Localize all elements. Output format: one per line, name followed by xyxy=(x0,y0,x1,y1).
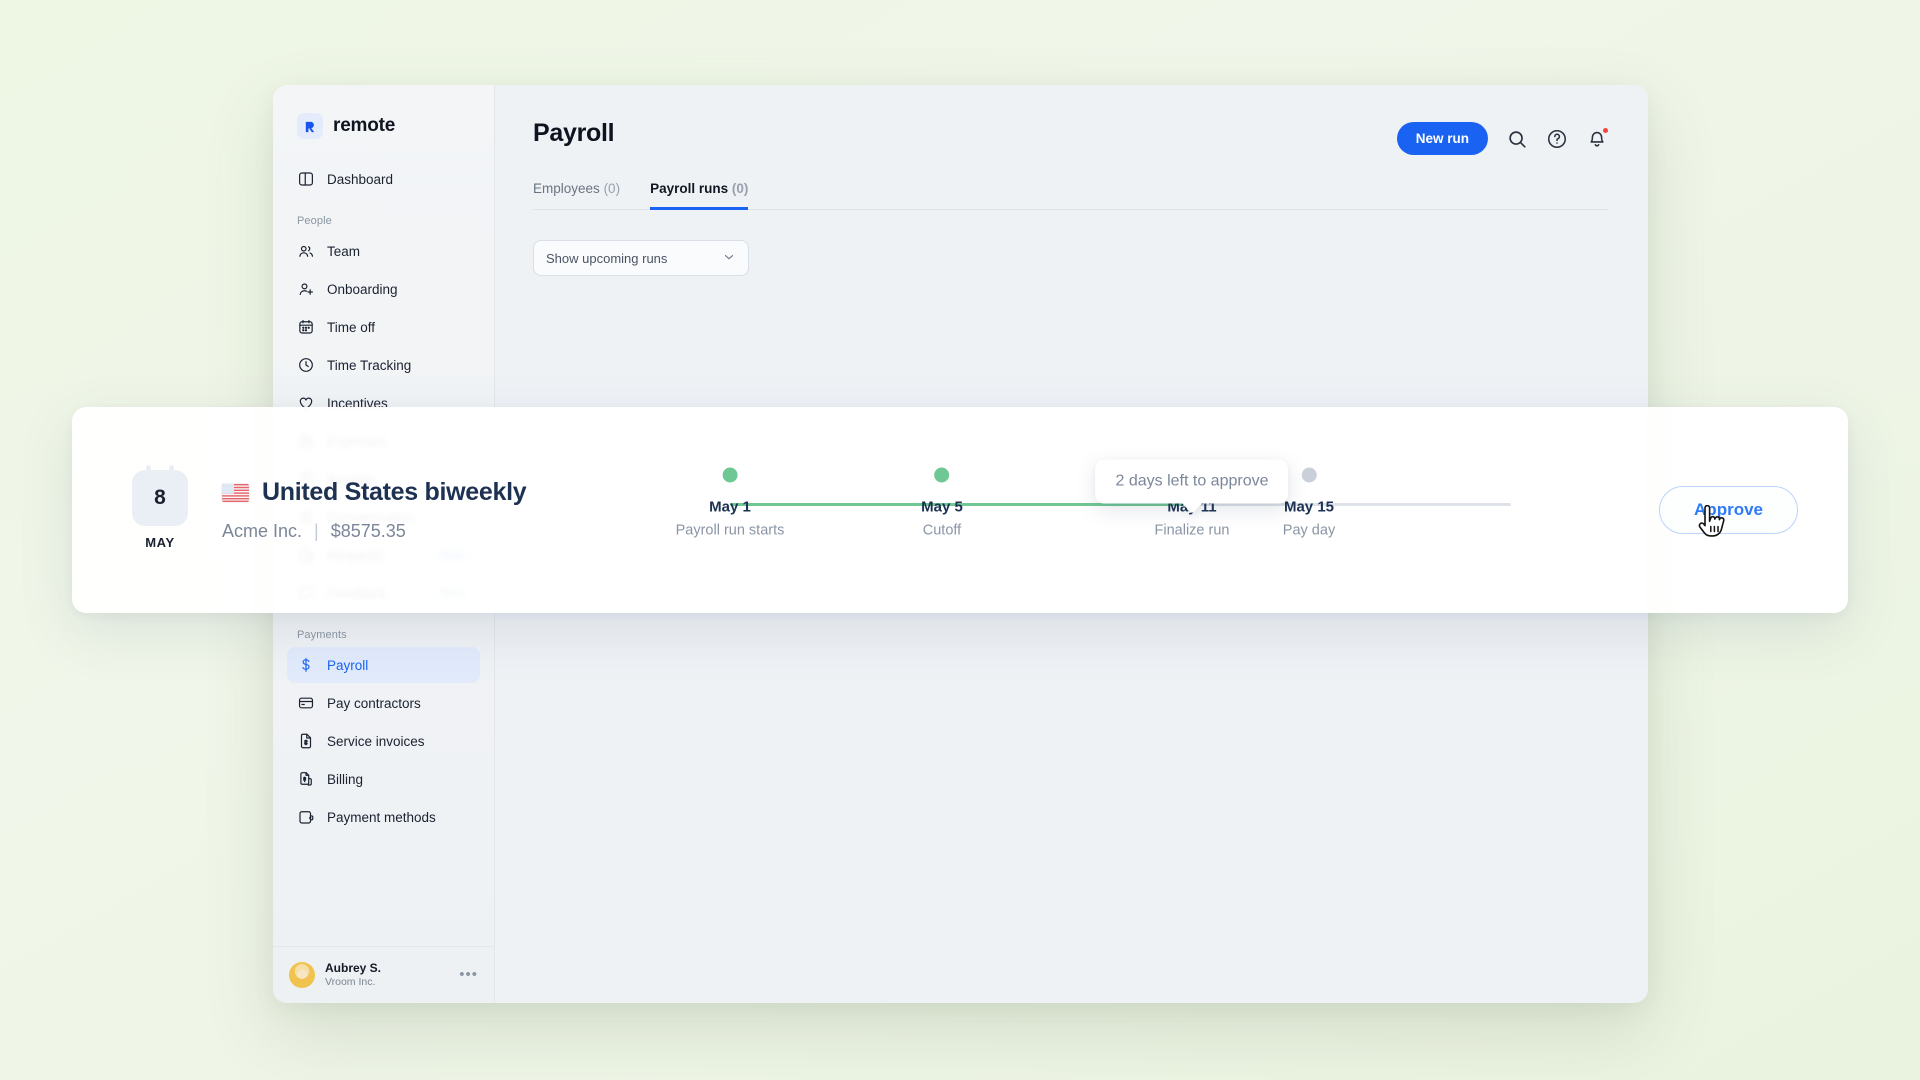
chevron-down-icon xyxy=(722,250,736,267)
tab-count: (0) xyxy=(603,181,621,196)
us-flag-icon xyxy=(222,483,249,502)
notifications-bell-icon[interactable] xyxy=(1586,126,1609,150)
avatar xyxy=(289,961,315,988)
approve-button[interactable]: Approve xyxy=(1659,486,1798,534)
timeline-node-label: Pay day xyxy=(1282,522,1336,539)
sidebar-item-time-off[interactable]: Time off xyxy=(287,309,480,345)
tab-employees[interactable]: Employees (0) xyxy=(533,181,620,210)
wallet-icon xyxy=(297,808,315,826)
tab-payroll-runs[interactable]: Payroll runs (0) xyxy=(650,181,749,210)
run-date-calendar: 8 MAY xyxy=(132,465,188,550)
sidebar-item-label: Payment methods xyxy=(327,809,436,825)
run-company: Acme Inc. xyxy=(222,521,303,541)
run-separator: | xyxy=(314,521,319,541)
run-title-row: United States biweekly xyxy=(222,478,652,507)
sidebar-item-label: Service invoices xyxy=(327,733,425,749)
runs-filter-value: Show upcoming runs xyxy=(546,250,668,266)
dashboard-icon xyxy=(297,170,315,188)
page-title: Payroll xyxy=(533,119,615,147)
sidebar-item-billing[interactable]: Billing xyxy=(287,761,480,797)
sidebar-item-label: Payroll xyxy=(327,657,369,673)
timeline-dot xyxy=(722,467,738,483)
calendar-day: 8 xyxy=(132,465,188,526)
sidebar-item-onboarding[interactable]: Onboarding xyxy=(287,271,480,307)
timeline-dot xyxy=(934,467,950,483)
dollar-icon xyxy=(297,656,315,674)
onboarding-icon xyxy=(297,280,315,298)
timeline-node-label: Cutoff xyxy=(922,522,962,539)
timeline-node-may-1[interactable]: May 1 Payroll run starts xyxy=(675,467,785,539)
run-subtitle: Acme Inc. | $8575.35 xyxy=(222,521,652,542)
sidebar-item-incentives[interactable]: Incentives xyxy=(287,385,480,421)
brand-name: remote xyxy=(333,115,396,136)
timeline-node-date: May 1 xyxy=(709,498,751,516)
team-icon xyxy=(297,242,315,260)
sidebar-item-label: Time Tracking xyxy=(327,357,412,373)
sidebar-item-time-tracking[interactable]: Time Tracking xyxy=(287,347,480,383)
user-meta: Aubrey S. Vroom Inc. xyxy=(325,961,449,989)
run-name: United States biweekly xyxy=(262,478,527,506)
payroll-run-card: 8 MAY United States biweekly Acme xyxy=(72,407,1848,613)
nav-section-label-payments: Payments xyxy=(297,629,347,641)
sidebar-item-team[interactable]: Team xyxy=(287,233,480,269)
approve-countdown-tooltip: 2 days left to approve xyxy=(1095,459,1289,504)
notification-dot xyxy=(1602,126,1609,134)
user-menu-button[interactable]: ••• xyxy=(459,966,478,984)
sidebar-item-label: Incentives xyxy=(327,395,388,411)
user-bar[interactable]: Aubrey S. Vroom Inc. ••• xyxy=(273,945,494,1003)
sidebar-item-label: Dashboard xyxy=(327,171,394,187)
timeline-node-may-15[interactable]: May 15 Pay day xyxy=(1282,467,1336,539)
timeline-node-label: Finalize run xyxy=(1154,522,1230,539)
user-name: Aubrey S. xyxy=(325,960,382,975)
tab-label: Payroll runs xyxy=(650,181,729,196)
calendar-month: MAY xyxy=(145,535,175,550)
sidebar-item-label: Onboarding xyxy=(327,281,398,297)
remote-logo-icon xyxy=(297,113,323,139)
new-run-button[interactable]: New run xyxy=(1396,122,1488,155)
header-actions: New run xyxy=(1396,119,1609,155)
card-icon xyxy=(297,694,315,712)
timeline-node-date: May 15 xyxy=(1283,498,1335,516)
timeline-progress xyxy=(730,503,1186,506)
invoice-icon xyxy=(297,732,315,750)
clock-icon xyxy=(297,356,315,374)
tab-label: Employees xyxy=(533,181,600,196)
main-content: Payroll New run xyxy=(495,85,1648,1003)
sidebar-item-label: Team xyxy=(327,243,361,259)
sidebar-item-payroll[interactable]: Payroll xyxy=(287,647,480,683)
nav-section-label-people: People xyxy=(297,215,332,227)
user-org: Vroom Inc. xyxy=(325,975,376,988)
sidebar-item-label: Billing xyxy=(327,771,364,787)
calendar-icon xyxy=(297,318,315,336)
sidebar-item-dashboard[interactable]: Dashboard xyxy=(287,161,480,197)
timeline-node-date: May 5 xyxy=(921,498,963,516)
brand-logo[interactable]: remote xyxy=(273,85,494,161)
timeline-dot xyxy=(1301,467,1317,483)
help-icon[interactable] xyxy=(1546,128,1568,150)
sidebar-item-payment-methods[interactable]: Payment methods xyxy=(287,799,480,835)
runs-filter-select[interactable]: Show upcoming runs xyxy=(533,240,749,276)
sidebar-item-label: Pay contractors xyxy=(327,695,421,711)
sidebar-item-label: Time off xyxy=(327,319,376,335)
sidebar-item-pay-contractors[interactable]: Pay contractors xyxy=(287,685,480,721)
timeline-node-may-5[interactable]: May 5 Cutoff xyxy=(921,467,963,539)
tab-count: (0) xyxy=(731,181,749,196)
search-icon[interactable] xyxy=(1506,128,1528,150)
billing-icon xyxy=(297,770,315,788)
timeline-node-label: Payroll run starts xyxy=(675,522,785,539)
run-info: United States biweekly Acme Inc. | $8575… xyxy=(222,478,652,542)
heart-icon xyxy=(297,394,315,412)
main-header: Payroll New run xyxy=(533,119,1609,155)
tab-bar: Employees (0) Payroll runs (0) xyxy=(533,181,1608,210)
sidebar-item-service-invoices[interactable]: Service invoices xyxy=(287,723,480,759)
run-amount: $8575.35 xyxy=(330,521,406,541)
